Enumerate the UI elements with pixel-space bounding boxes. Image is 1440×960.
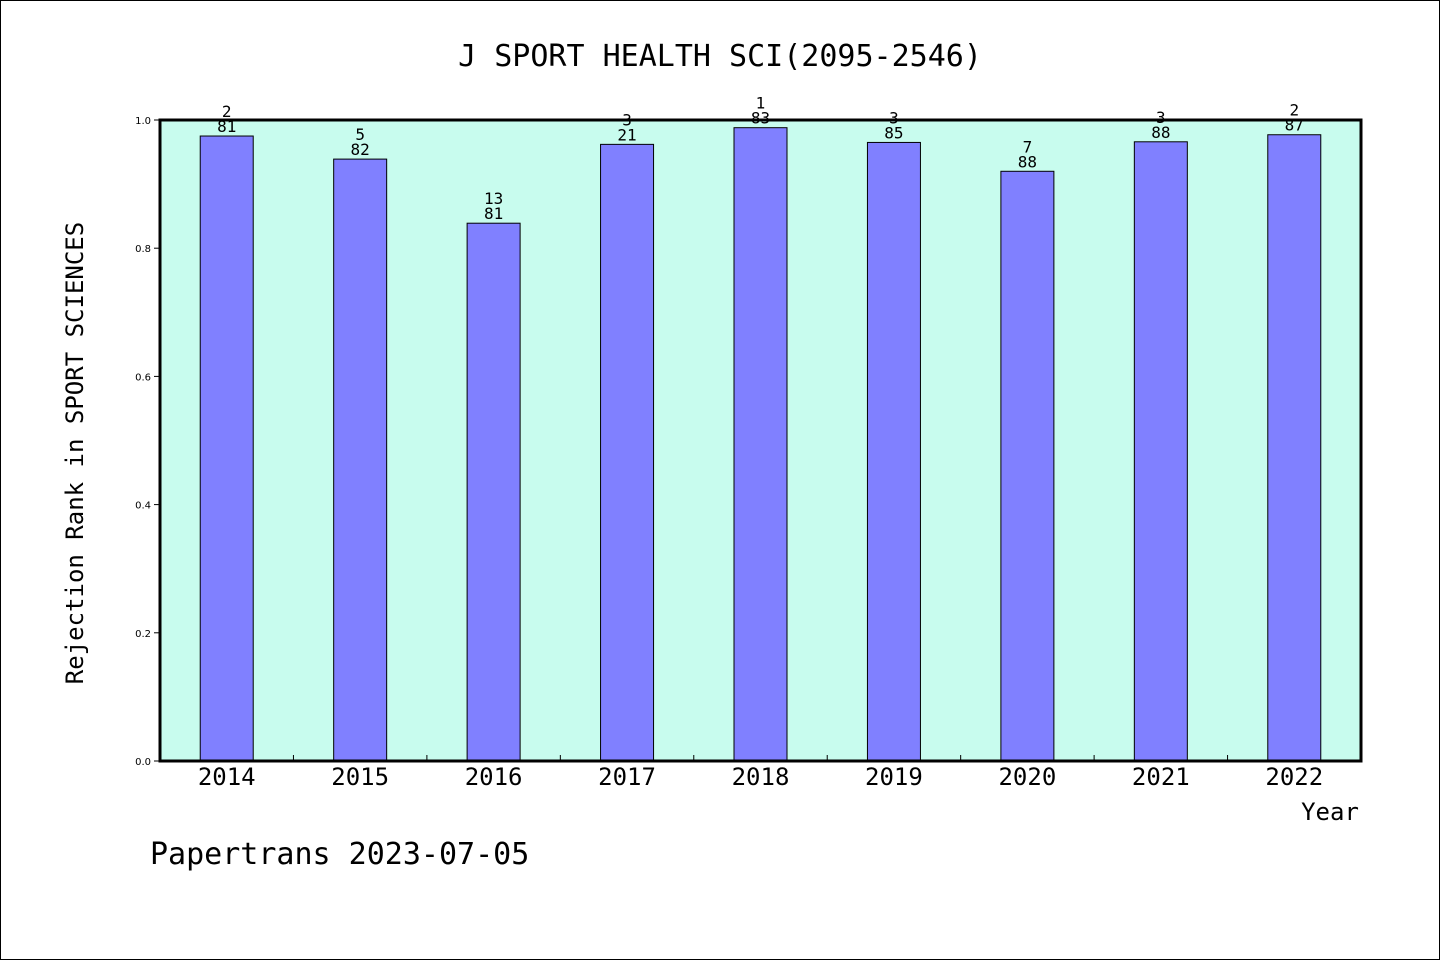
y-tick-label: 0.0 bbox=[135, 757, 151, 768]
bar-rank-label: 2 bbox=[222, 102, 232, 121]
bar-2021 bbox=[1133, 141, 1188, 762]
x-tick-label: 2019 bbox=[865, 763, 923, 791]
x-tick-label: 2015 bbox=[331, 763, 389, 791]
bar-total-label: 88 bbox=[1151, 123, 1170, 142]
bar-2022 bbox=[1267, 134, 1322, 762]
bar-2020 bbox=[1000, 170, 1055, 762]
bar-total-label: 21 bbox=[617, 125, 636, 144]
plot-border bbox=[158, 118, 1363, 763]
bar-total-label: 81 bbox=[217, 117, 236, 136]
y-tick-label: 0.4 bbox=[135, 501, 151, 512]
y-tick-label: 1.0 bbox=[135, 116, 151, 127]
bar-2018 bbox=[733, 127, 788, 762]
bar-rank-label: 7 bbox=[1023, 137, 1033, 156]
x-tick-label: 2017 bbox=[598, 763, 656, 791]
bar-rank-label: 2 bbox=[1289, 101, 1299, 120]
x-tick-label: 2021 bbox=[1132, 763, 1190, 791]
x-tick-label: 2016 bbox=[465, 763, 523, 791]
bar-rank-label: 13 bbox=[484, 189, 503, 208]
bar-2015 bbox=[333, 158, 388, 762]
bar-total-label: 83 bbox=[751, 109, 770, 128]
bar-2016 bbox=[466, 222, 521, 762]
y-tick-label: 0.6 bbox=[135, 372, 151, 383]
bar-2014 bbox=[199, 135, 254, 762]
bar-total-label: 88 bbox=[1018, 152, 1037, 171]
bar-rank-label: 3 bbox=[1156, 108, 1166, 127]
bar-rank-label: 5 bbox=[355, 125, 365, 144]
bar-rank-label: 1 bbox=[756, 94, 766, 113]
x-tick-label: 2014 bbox=[198, 763, 256, 791]
bar-total-label: 82 bbox=[351, 140, 370, 159]
bar-rank-label: 3 bbox=[889, 108, 899, 127]
y-tick-label: 0.2 bbox=[135, 629, 151, 640]
x-axis-title: Year bbox=[1301, 798, 1359, 826]
bar-2017 bbox=[600, 143, 655, 762]
bars-group bbox=[199, 127, 1322, 762]
x-tick-label: 2018 bbox=[732, 763, 790, 791]
bar-total-label: 81 bbox=[484, 204, 503, 223]
x-tick-label: 2022 bbox=[1265, 763, 1323, 791]
y-axis-title: Rejection Rank in SPORT SCIENCES bbox=[61, 222, 89, 684]
y-axis: 0.0 0.2 0.4 0.6 0.8 1.0 bbox=[135, 116, 160, 768]
footer-credit: Papertrans 2023-07-05 bbox=[150, 837, 529, 872]
x-axis: 2014 2015 2016 2017 2018 2019 2020 2021 2022 bbox=[198, 755, 1323, 791]
bar-2019 bbox=[866, 141, 921, 762]
x-tick-label: 2020 bbox=[998, 763, 1056, 791]
bar-total-label: 85 bbox=[884, 123, 903, 142]
chart-title: J SPORT HEALTH SCI(2095-2546) bbox=[458, 39, 982, 74]
y-tick-label: 0.8 bbox=[135, 244, 151, 255]
